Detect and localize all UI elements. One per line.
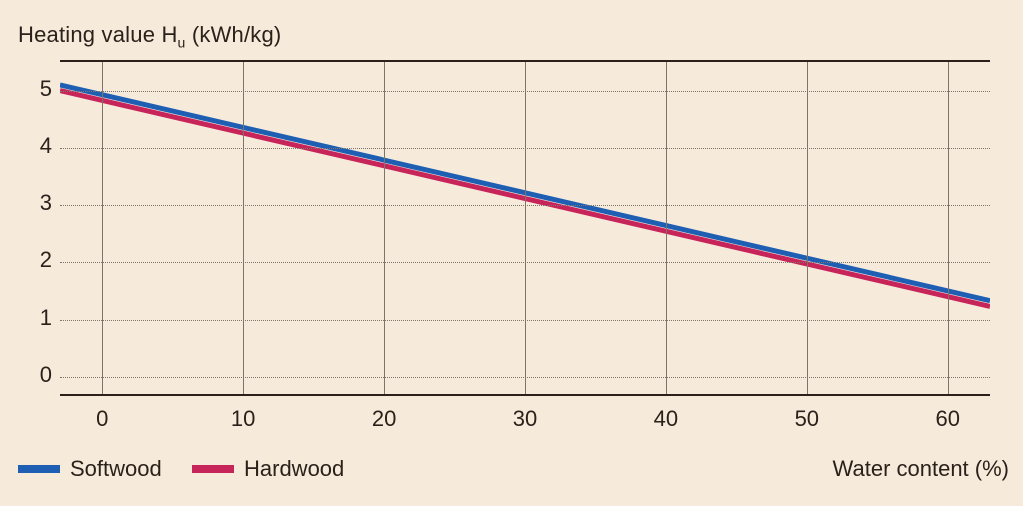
horizontal-gridline xyxy=(60,320,990,321)
horizontal-gridline xyxy=(60,205,990,206)
legend-swatch xyxy=(18,465,60,473)
plot-area-frame xyxy=(60,60,990,396)
horizontal-gridline xyxy=(60,91,990,92)
vertical-gridline xyxy=(384,62,385,394)
legend-label: Softwood xyxy=(70,456,162,482)
vertical-gridline xyxy=(666,62,667,394)
legend-item: Hardwood xyxy=(192,456,344,482)
vertical-gridline xyxy=(525,62,526,394)
horizontal-gridline xyxy=(60,377,990,378)
chart-page: Heating value Hu (kWh/kg) Water content … xyxy=(0,0,1023,506)
x-tick-label: 50 xyxy=(795,406,819,432)
y-tick-label: 3 xyxy=(24,190,52,216)
legend-item: Softwood xyxy=(18,456,162,482)
y-axis-title: Heating value Hu (kWh/kg) xyxy=(18,22,281,50)
y-tick-label: 2 xyxy=(24,247,52,273)
y-tick-label: 0 xyxy=(24,362,52,388)
x-tick-label: 0 xyxy=(96,406,108,432)
vertical-gridline xyxy=(102,62,103,394)
y-tick-label: 4 xyxy=(24,133,52,159)
vertical-gridline xyxy=(243,62,244,394)
vertical-gridline xyxy=(948,62,949,394)
vertical-gridline xyxy=(807,62,808,394)
x-tick-label: 40 xyxy=(654,406,678,432)
plot-area xyxy=(60,62,990,394)
horizontal-gridline xyxy=(60,148,990,149)
y-tick-label: 5 xyxy=(24,76,52,102)
x-tick-label: 20 xyxy=(372,406,396,432)
x-axis-title: Water content (%) xyxy=(833,456,1009,482)
x-tick-label: 10 xyxy=(231,406,255,432)
horizontal-gridline xyxy=(60,262,990,263)
y-tick-label: 1 xyxy=(24,305,52,331)
legend-label: Hardwood xyxy=(244,456,344,482)
legend-swatch xyxy=(192,465,234,473)
x-tick-label: 60 xyxy=(935,406,959,432)
x-tick-label: 30 xyxy=(513,406,537,432)
